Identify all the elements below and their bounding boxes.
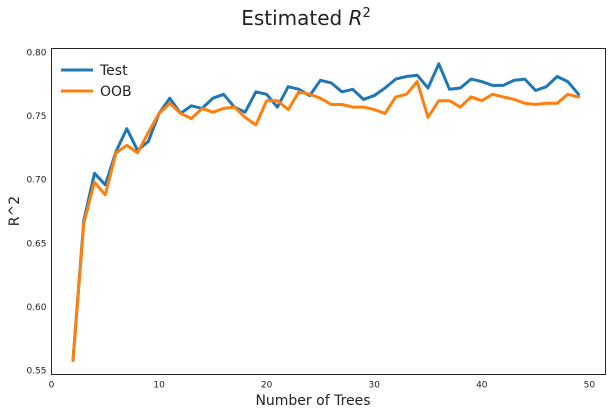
y-tick-label: 0.55 [26, 367, 46, 377]
chart-title-math: R [349, 6, 363, 30]
y-tick-label: 0.60 [26, 303, 46, 313]
x-tick-label: 30 [368, 381, 380, 391]
x-axis-label: Number of Trees [255, 393, 370, 409]
x-tick-label: 10 [153, 381, 165, 391]
y-tick-label: 0.70 [26, 176, 46, 186]
x-tick-label: 50 [584, 381, 596, 391]
plot-area [51, 48, 606, 375]
legend-label-oob: OOB [100, 84, 132, 100]
legend-label-test: Test [99, 63, 128, 79]
x-axis-ticks: 0 10 20 30 40 50 [49, 381, 596, 391]
chart-title-text: Estimated [241, 6, 348, 30]
chart-title: Estimated R2 [241, 6, 371, 30]
x-tick-label: 20 [261, 381, 273, 391]
plot-frame [51, 48, 606, 375]
series-line-oob [71, 80, 581, 362]
y-axis-ticks: 0.55 0.60 0.65 0.70 0.75 0.80 [26, 48, 46, 376]
y-tick-label: 0.65 [26, 239, 46, 249]
x-tick-label: 0 [49, 381, 55, 391]
plot-lines [71, 62, 581, 362]
chart-title-superscript: 2 [363, 6, 371, 21]
legend: Test OOB [61, 63, 132, 100]
y-axis-label: R^2 [7, 196, 23, 226]
x-tick-label: 40 [476, 381, 488, 391]
y-tick-label: 0.75 [26, 112, 46, 122]
y-tick-label: 0.80 [26, 48, 46, 58]
